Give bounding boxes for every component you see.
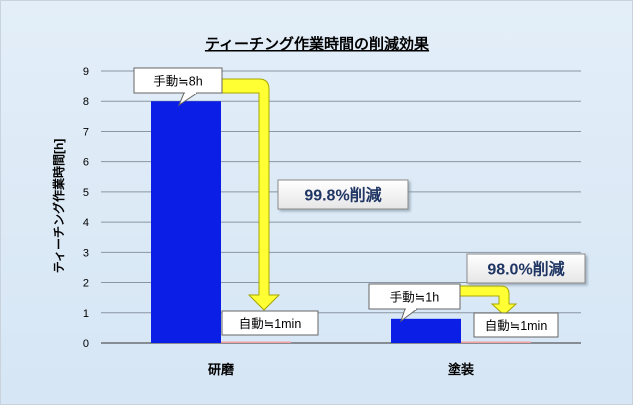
callout-label: 手動≒1h	[390, 291, 439, 305]
y-tick-label: 1	[83, 308, 89, 320]
y-axis-label: ティーチング作業時間[h]	[51, 139, 66, 274]
reduction-arrows	[221, 78, 518, 316]
bar-自動-研磨	[221, 341, 291, 343]
reduction-badge-研磨: 99.8%削減	[277, 179, 409, 210]
callout-手動-塗装: 手動≒1h	[368, 283, 461, 323]
callout-box	[133, 67, 223, 94]
callout-自動-塗装: 自動≒1min	[473, 312, 559, 338]
reduction-badge-塗装: 98.0%削減	[466, 253, 586, 284]
y-tick-label: 5	[83, 187, 89, 199]
x-tick-label: 塗装	[448, 362, 474, 377]
callout-label: 自動≒1min	[239, 317, 302, 331]
x-tick-label: 研磨	[208, 362, 234, 377]
x-axis-ticks: 研磨 塗装	[208, 362, 474, 377]
y-tick-label: 7	[83, 126, 89, 138]
y-tick-label: 4	[83, 217, 89, 229]
bars	[151, 101, 531, 343]
reduction-label: 98.0%削減	[487, 260, 564, 279]
bar-手動-研磨	[151, 101, 221, 343]
callout-box	[368, 283, 461, 310]
y-tick-label: 3	[83, 247, 89, 259]
reduction-badges: 99.8%削減 98.0%削減	[277, 179, 586, 284]
bar-手動-塗装	[391, 318, 461, 343]
y-tick-label: 2	[83, 278, 89, 290]
callout-box	[473, 312, 559, 338]
bar-自動-塗装	[461, 341, 531, 343]
callout-label: 手動≒8h	[153, 75, 202, 89]
callout-自動-研磨: 自動≒1min	[221, 310, 319, 336]
reduction-arrow-研磨	[221, 78, 281, 311]
callout-box	[221, 310, 319, 336]
reduction-arrow-塗装	[459, 285, 518, 316]
y-axis-ticks: 0 1 2 3 4 5 6 7 8 9	[83, 66, 89, 350]
y-tick-label: 0	[83, 338, 89, 350]
reduction-badge-box	[466, 253, 586, 284]
y-tick-label: 6	[83, 157, 89, 169]
reduction-label: 99.8%削減	[304, 186, 381, 205]
chart-title: ティーチング作業時間の削減効果	[205, 35, 430, 53]
callout-手動-研磨: 手動≒8h	[133, 67, 223, 107]
callout-label: 自動≒1min	[485, 319, 548, 333]
reduction-badge-box	[277, 179, 409, 210]
y-tick-label: 9	[83, 66, 89, 78]
y-tick-label: 8	[83, 96, 89, 108]
callouts: 手動≒8h 自動≒1min 手動≒1h 自動≒1min	[133, 67, 559, 338]
